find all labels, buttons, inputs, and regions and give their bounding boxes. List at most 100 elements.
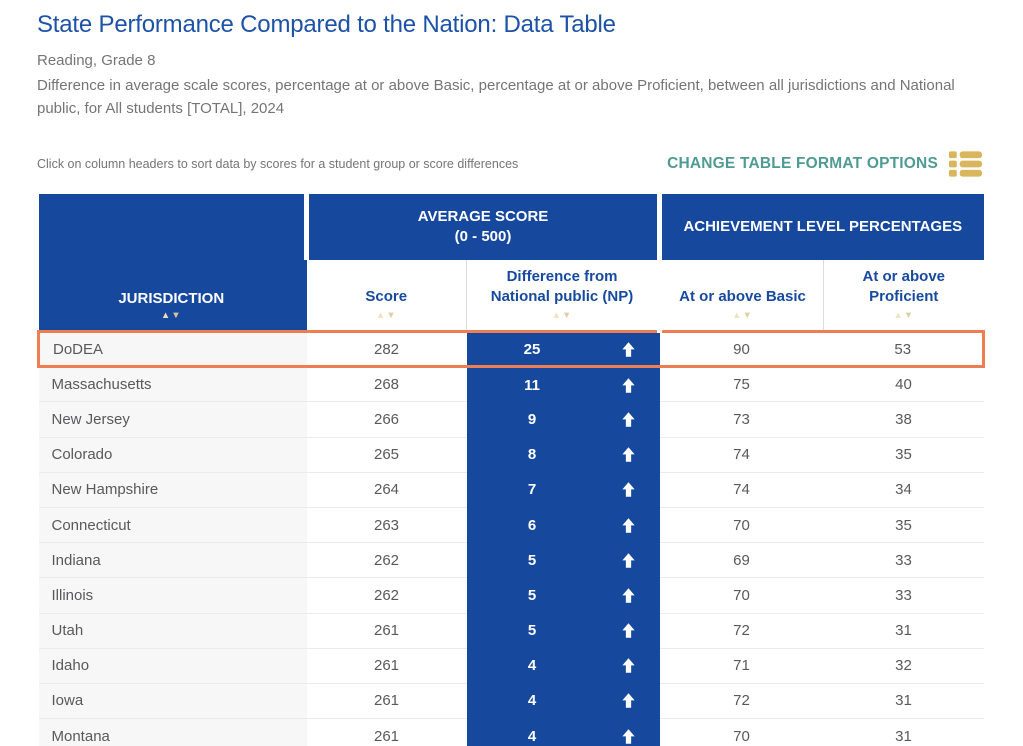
score-cell: 264 (306, 472, 467, 508)
basic-cell: 70 (659, 577, 824, 614)
basic-cell: 72 (659, 683, 824, 720)
achievement-levels-label: ACHIEVEMENT LEVEL PERCENTAGES (683, 217, 963, 235)
difference-value: 9 (527, 410, 537, 428)
page-title: State Performance Compared to the Nation… (37, 11, 616, 38)
table-row[interactable]: New Jersey 266 9 73 38 (38, 401, 984, 438)
jurisdiction-cell: Iowa (38, 683, 307, 720)
basic-cell: 70 (659, 718, 824, 746)
sort-arrows-icon: ▲▼ (551, 310, 573, 321)
proficient-cell: 35 (823, 437, 984, 473)
basic-cell: 71 (659, 648, 824, 684)
difference-value: 4 (527, 692, 537, 710)
score-cell: 261 (306, 613, 467, 649)
jurisdiction-header-label: JURISDICTION (118, 290, 225, 307)
jurisdiction-cell: New Hampshire (38, 472, 307, 508)
proficient-cell: 31 (823, 718, 984, 746)
proficient-header-line2: Proficient (869, 288, 939, 305)
jurisdiction-cell: Montana (38, 718, 307, 746)
jurisdiction-cell: New Jersey (38, 401, 307, 438)
table-row[interactable]: Connecticut 263 6 70 35 (38, 507, 984, 544)
average-score-label-line1: AVERAGE SCORE (417, 207, 549, 225)
table-row[interactable]: Colorado 265 8 74 35 (38, 437, 984, 473)
change-table-format-options-link[interactable]: CHANGE TABLE FORMAT OPTIONS (667, 150, 982, 177)
difference-value: 4 (527, 727, 537, 745)
difference-cell: 5 (466, 542, 660, 578)
score-cell: 282 (306, 331, 467, 368)
table-body: DoDEA 282 25 90 53 Massachusetts 268 11 … (38, 331, 984, 746)
basic-cell: 90 (659, 331, 824, 368)
table-row[interactable]: Utah 261 5 72 31 (38, 613, 984, 649)
proficient-cell: 34 (823, 472, 984, 508)
difference-value: 5 (527, 551, 537, 569)
difference-cell: 4 (466, 648, 660, 684)
basic-cell: 69 (659, 542, 824, 579)
basic-cell: 74 (659, 472, 824, 508)
arrow-up-icon (598, 341, 660, 358)
difference-value: 5 (527, 586, 537, 604)
difference-cell: 11 (466, 366, 660, 402)
score-cell: 261 (306, 648, 467, 684)
table-row[interactable]: Iowa 261 4 72 31 (38, 683, 984, 720)
table-format-icon (949, 150, 982, 177)
basic-cell: 73 (659, 401, 824, 438)
column-header-score[interactable]: Score ▲▼ (306, 259, 467, 332)
change-table-format-options-label: CHANGE TABLE FORMAT OPTIONS (667, 154, 938, 172)
jurisdiction-cell: Utah (38, 613, 307, 649)
table-row[interactable]: Illinois 262 5 70 33 (38, 577, 984, 614)
difference-value: 5 (527, 622, 537, 640)
arrow-up-icon (598, 692, 660, 709)
basic-cell: 70 (659, 507, 824, 544)
jurisdiction-cell: Illinois (38, 577, 307, 614)
arrow-up-icon (598, 481, 660, 498)
jurisdiction-cell: Massachusetts (38, 366, 307, 403)
difference-cell: 6 (466, 507, 660, 543)
difference-value: 11 (524, 376, 540, 394)
table-row[interactable]: Indiana 262 5 69 33 (38, 542, 984, 579)
proficient-cell: 32 (823, 648, 984, 684)
page: State Performance Compared to the Nation… (0, 11, 1023, 746)
score-cell: 262 (306, 577, 467, 614)
score-cell: 266 (306, 401, 467, 438)
difference-value: 6 (527, 516, 537, 534)
basic-header-label: At or above Basic (679, 288, 806, 305)
score-cell: 262 (306, 542, 467, 579)
proficient-cell: 53 (823, 331, 984, 368)
jurisdiction-cell: Connecticut (38, 507, 307, 544)
column-header-difference[interactable]: Difference from National public (NP) ▲▼ (466, 259, 660, 332)
sort-arrows-icon: ▲▼ (893, 310, 915, 321)
table-description: Difference in average scale scores, perc… (37, 77, 955, 118)
proficient-cell: 31 (823, 683, 984, 720)
table-row[interactable]: New Hampshire 264 7 74 34 (38, 472, 984, 508)
proficient-cell: 35 (823, 507, 984, 544)
arrow-up-icon (598, 657, 660, 674)
difference-cell: 5 (466, 577, 660, 613)
arrow-up-icon (598, 587, 660, 604)
column-header-jurisdiction[interactable]: JURISDICTION ▲▼ (38, 193, 307, 332)
difference-cell: 8 (466, 437, 660, 473)
table-row[interactable]: Idaho 261 4 71 32 (38, 648, 984, 684)
difference-cell: 5 (466, 613, 660, 649)
table-row[interactable]: Montana 261 4 70 31 (38, 718, 984, 746)
jurisdiction-cell: Indiana (38, 542, 307, 579)
column-header-basic[interactable]: At or above Basic ▲▼ (657, 259, 825, 332)
state-performance-table: JURISDICTION ▲▼ AVERAGE SCORE (0 - 500) … (37, 193, 985, 746)
toolbar: Click on column headers to sort data by … (37, 150, 982, 177)
arrow-up-icon (598, 517, 660, 534)
table-row[interactable]: Massachusetts 268 11 75 40 (38, 366, 984, 403)
jurisdiction-cell: Idaho (38, 648, 307, 684)
arrow-up-icon (598, 552, 660, 569)
difference-value: 4 (527, 657, 537, 675)
column-header-proficient[interactable]: At or above Proficient ▲▼ (823, 259, 984, 332)
table-row[interactable]: DoDEA 282 25 90 53 (38, 331, 984, 368)
sort-arrows-icon: ▲▼ (375, 310, 397, 321)
arrow-up-icon (598, 622, 660, 639)
difference-cell: 4 (466, 718, 660, 746)
score-cell: 261 (306, 718, 467, 746)
difference-cell: 9 (466, 401, 660, 438)
group-header-achievement-levels: ACHIEVEMENT LEVEL PERCENTAGES (657, 193, 984, 260)
jurisdiction-cell: DoDEA (38, 331, 307, 368)
sort-arrows-icon: ▲▼ (732, 310, 753, 321)
arrow-up-icon (598, 728, 660, 745)
difference-cell: 7 (466, 472, 660, 508)
score-cell: 261 (306, 683, 467, 720)
